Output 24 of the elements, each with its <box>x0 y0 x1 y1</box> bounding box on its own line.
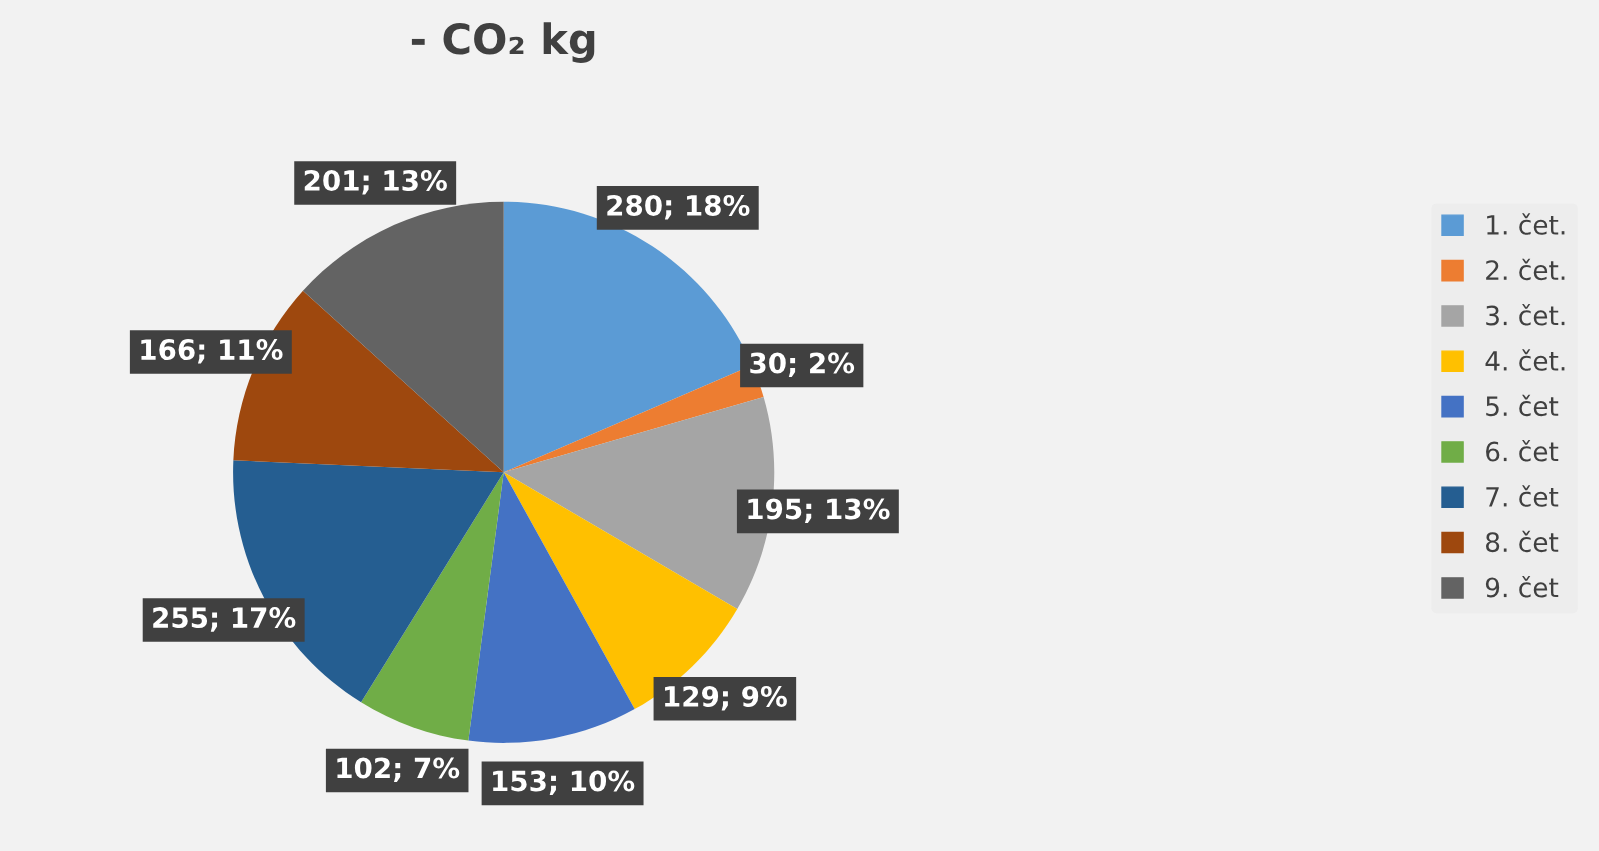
legend-label: 4. čet. <box>1485 349 1565 371</box>
data-label: 153; 10% <box>493 770 635 795</box>
data-label: 102; 7% <box>337 757 460 783</box>
legend-label: 9. čet <box>1485 575 1559 598</box>
pie-slice <box>503 472 738 710</box>
pie-slice <box>233 460 504 703</box>
legend-label: 2. čet. <box>1486 258 1565 281</box>
legend-label: 3. čet. <box>1486 303 1565 326</box>
pie-slice <box>468 472 635 743</box>
data-label: 195; 13% <box>748 498 890 523</box>
pie-slice <box>361 472 504 741</box>
data-label: 129; 9% <box>665 685 787 711</box>
pie-slice <box>302 201 504 473</box>
legend-label: 7. čet <box>1486 485 1559 507</box>
data-label: 255; 17% <box>153 607 296 632</box>
legend-label: 1. čet. <box>1487 213 1565 235</box>
data-label: 30; 2% <box>750 352 855 378</box>
data-label: 201; 13% <box>304 170 447 195</box>
chart-title: - CO₂ kg <box>411 22 595 63</box>
data-label: 166; 11% <box>141 339 283 364</box>
data-label: 280; 18% <box>607 194 750 220</box>
legend-label: 6. čet <box>1486 439 1559 462</box>
legend-label: 5. čet <box>1486 394 1559 417</box>
legend-label: 8. čet <box>1486 530 1559 553</box>
